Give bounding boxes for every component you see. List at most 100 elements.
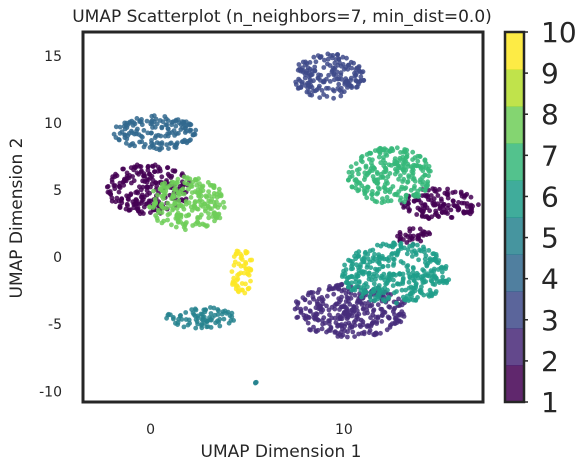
cluster-5-region-1 [253,379,259,386]
scatter-point [238,263,244,269]
scatter-point [429,274,435,280]
scatter-point [243,281,248,287]
scatter-point [154,140,160,146]
scatter-point [430,251,436,257]
scatter-point [410,149,416,155]
scatter-point [116,137,122,143]
scatter-point [374,199,380,205]
scatter-point [322,57,327,63]
scatter-point [339,334,344,339]
scatter-point [343,76,349,82]
scatter-point [349,169,355,175]
scatter-point [349,184,355,190]
scatter-point [304,89,310,95]
scatter-point [378,160,384,166]
scatter-point [321,315,327,321]
scatter-point [306,315,312,320]
scatter-point [456,200,461,205]
scatter-point [360,69,366,75]
colorbar-segment [505,143,524,181]
scatter-point [135,207,141,212]
scatter-point [231,254,237,259]
scatter-point [149,138,154,143]
colorbar-tick-label: 7 [541,139,559,172]
scatter-point [398,150,403,155]
scatter-point [171,316,176,322]
scatter-point [209,315,215,321]
scatter-point [193,127,199,133]
scatter-point [175,322,181,327]
scatter-point [386,258,391,264]
scatter-point [339,322,344,327]
scatter-point [407,297,413,302]
scatter-point [356,311,362,317]
scatter-point [368,265,374,270]
scatter-point [117,124,123,130]
scatter-point [349,65,354,71]
scatter-point [331,95,336,101]
scatter-point [355,188,361,194]
scatter-point [146,200,152,206]
scatter-point [381,271,387,277]
scatter-point [320,321,325,327]
scatter-point [157,166,163,172]
scatter-point [338,70,344,76]
scatter-point [192,313,198,319]
scatter-point [188,195,194,200]
scatter-point [381,185,387,190]
scatter-point [376,252,382,257]
scatter-point [295,300,301,305]
scatter-point [422,203,428,208]
scatter-point [173,216,179,221]
scatter-point [187,176,193,182]
colorbar-segment [505,106,524,144]
scatter-point [174,206,180,212]
scatter-point [327,318,332,324]
scatter-point [138,200,144,206]
scatter-point [410,241,416,247]
scatter-point [377,186,382,192]
scatter-point [455,207,461,213]
scatter-point [311,54,317,60]
scatter-point [206,204,211,209]
scatter-point [425,273,430,279]
scatter-point [394,320,400,326]
scatter-point [445,205,450,211]
scatter-point [375,296,380,302]
scatter-point [167,211,173,217]
scatter-point [194,319,200,325]
scatter-point [438,205,443,211]
scatter-point [380,313,385,318]
colorbar-tick-label: 9 [541,57,559,90]
scatter-point [361,256,367,262]
scatter-point [109,179,115,185]
scatter-point [225,309,231,315]
scatter-point [359,269,364,274]
scatter-point [320,297,326,303]
scatter-point [398,173,403,179]
scatter-point [117,185,123,191]
scatter-point [338,297,343,303]
scatter-point [411,266,416,271]
scatter-point [392,290,397,296]
scatter-point [398,195,404,201]
scatter-point [312,64,318,70]
colorbar-segment [505,180,524,218]
scatter-point [346,177,351,183]
scatter-point [229,269,235,274]
scatter-point [341,66,347,72]
scatter-point [208,311,214,316]
scatter-point [206,215,212,221]
scatter-point [371,271,377,277]
scatter-point [346,284,351,290]
scatter-point [387,171,393,176]
scatter-point [436,280,442,285]
scatter-point [383,166,389,172]
scatter-point [305,65,311,71]
scatter-point [397,230,403,235]
scatter-point [186,200,192,206]
scatter-point [369,277,374,283]
scatter-point [325,56,331,62]
scatter-point [176,198,182,204]
